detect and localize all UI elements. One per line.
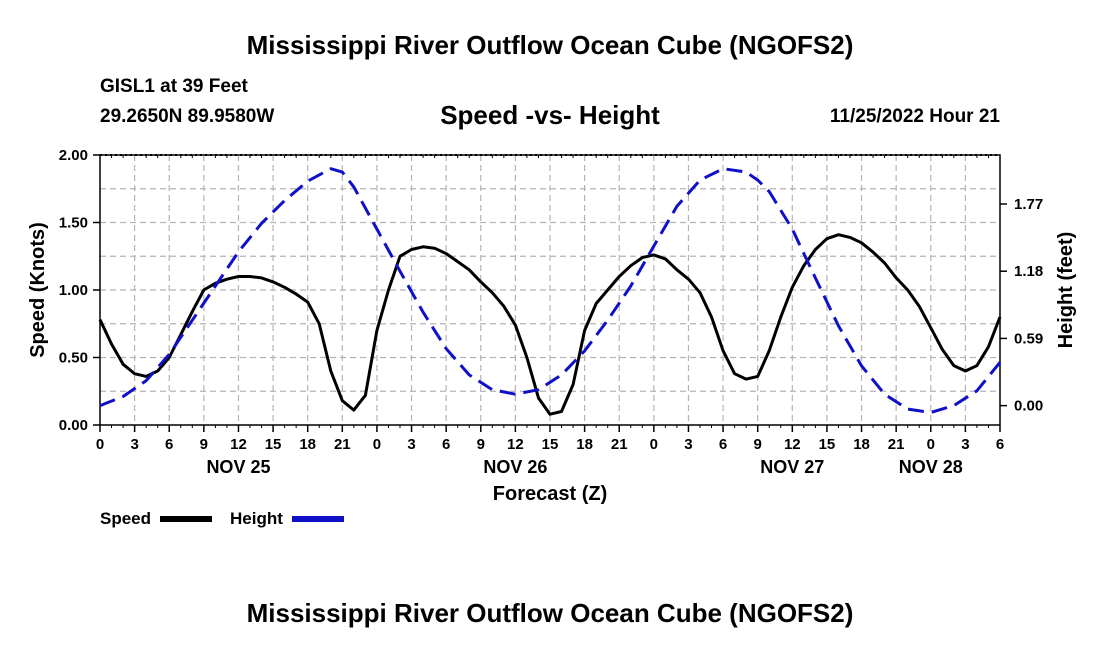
x-tick-label: 18 xyxy=(576,436,593,453)
x-tick-label: 9 xyxy=(200,436,208,453)
x-date-label: NOV 25 xyxy=(206,457,270,477)
x-date-label: NOV 26 xyxy=(483,457,547,477)
x-tick-label: 6 xyxy=(719,436,727,453)
x-tick-label: 21 xyxy=(334,436,351,453)
x-tick-label: 3 xyxy=(961,436,969,453)
y-left-tick-label: 1.50 xyxy=(59,215,88,232)
x-tick-label: 6 xyxy=(165,436,173,453)
y-right-tick-label: 0.59 xyxy=(1014,330,1043,347)
x-tick-label: 15 xyxy=(542,436,559,453)
x-tick-label: 6 xyxy=(996,436,1004,453)
x-tick-label: 12 xyxy=(230,436,247,453)
x-tick-label: 0 xyxy=(96,436,104,453)
x-date-label: NOV 27 xyxy=(760,457,824,477)
y-right-axis-title: Height (feet) xyxy=(1055,232,1077,349)
x-tick-label: 9 xyxy=(754,436,762,453)
legend-height-label: Height xyxy=(230,509,283,528)
x-tick-label: 0 xyxy=(650,436,658,453)
y-left-tick-label: 2.00 xyxy=(59,147,88,164)
chart-subtitle: Speed -vs- Height xyxy=(440,100,660,130)
legend-speed-label: Speed xyxy=(100,509,152,528)
legend-speed-swatch xyxy=(160,516,212,522)
x-tick-label: 12 xyxy=(784,436,801,453)
y-left-tick-label: 1.00 xyxy=(59,282,88,299)
station-label: GISL1 at 39 Feet xyxy=(100,76,248,97)
footer-title: Mississippi River Outflow Ocean Cube (NG… xyxy=(246,598,854,628)
x-tick-label: 21 xyxy=(611,436,628,453)
y-right-tick-label: 1.18 xyxy=(1014,263,1043,280)
station-coordinates: 29.2650N 89.9580W xyxy=(100,106,275,127)
x-tick-label: 0 xyxy=(927,436,935,453)
x-tick-label: 12 xyxy=(507,436,524,453)
x-tick-label: 18 xyxy=(853,436,870,453)
y-left-tick-label: 0.00 xyxy=(59,417,88,434)
forecast-datetime: 11/25/2022 Hour 21 xyxy=(829,106,1000,127)
y-left-tick-label: 0.50 xyxy=(59,350,88,367)
y-right-tick-label: 1.77 xyxy=(1014,196,1043,213)
x-axis-title: Forecast (Z) xyxy=(493,483,607,505)
x-tick-label: 21 xyxy=(888,436,905,453)
legend-height-swatch xyxy=(292,516,344,522)
x-tick-label: 3 xyxy=(130,436,138,453)
y-right-tick-label: 0.00 xyxy=(1014,398,1043,415)
x-tick-label: 3 xyxy=(684,436,692,453)
main-title: Mississippi River Outflow Ocean Cube (NG… xyxy=(246,30,854,60)
x-tick-label: 18 xyxy=(299,436,316,453)
x-tick-label: 15 xyxy=(819,436,836,453)
x-tick-label: 9 xyxy=(477,436,485,453)
height-series-line xyxy=(99,167,1002,414)
x-tick-label: 6 xyxy=(442,436,450,453)
x-tick-label: 15 xyxy=(265,436,282,453)
y-left-axis-title: Speed (Knots) xyxy=(27,222,49,358)
speed-series-line xyxy=(98,233,1002,416)
x-tick-label: 3 xyxy=(407,436,415,453)
x-tick-label: 0 xyxy=(373,436,381,453)
x-date-label: NOV 28 xyxy=(899,457,963,477)
